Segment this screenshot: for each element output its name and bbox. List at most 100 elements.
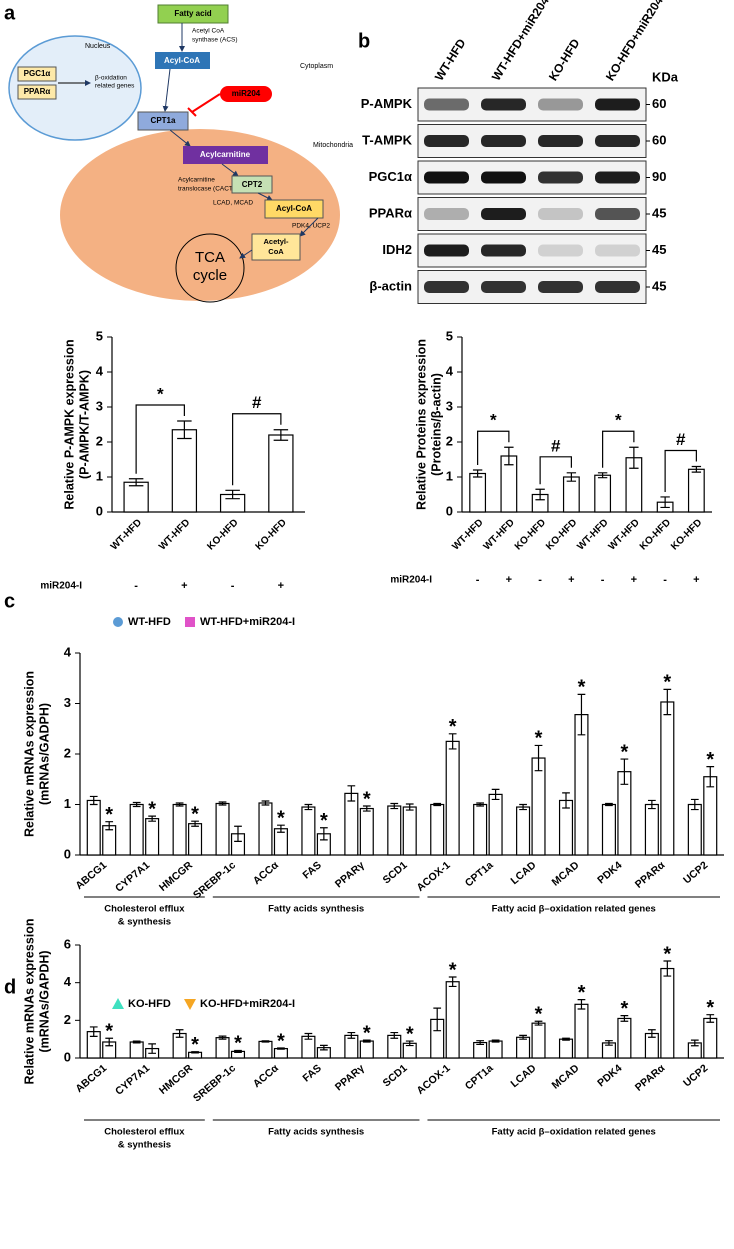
error-bar <box>534 1020 543 1026</box>
y-tick-label: 3 <box>96 398 103 413</box>
significance: * <box>363 788 371 810</box>
arrow <box>169 129 191 147</box>
y-tick-label: 1 <box>96 468 103 483</box>
y-axis-label: (mRNAs/GADPH) <box>37 703 51 805</box>
y-tick-label: 6 <box>64 936 71 951</box>
group-label: Fatty acids synthesis <box>268 904 364 915</box>
error-bar <box>535 488 545 501</box>
bar <box>660 967 675 1059</box>
error-bar <box>690 1039 699 1047</box>
lane-label: WT-HFD+miR204-I <box>489 0 556 83</box>
error-bar <box>566 472 577 482</box>
bar <box>473 803 488 856</box>
error-bar <box>534 744 543 772</box>
x-tick-label: SCD1 <box>381 1062 410 1089</box>
y-tick-label: 5 <box>446 328 453 343</box>
blot-band <box>595 171 640 184</box>
significance: * <box>157 384 164 403</box>
blot-band <box>481 244 526 257</box>
bar <box>215 802 230 856</box>
error-bar <box>648 1029 656 1038</box>
y-axis-label: Relative Proteins expression <box>414 339 428 510</box>
panel-label: d <box>4 976 16 998</box>
significance: # <box>252 393 262 412</box>
significance: * <box>449 959 457 981</box>
enzyme-label: PDK4, UCP2 <box>292 223 330 230</box>
error-bar <box>89 1026 98 1037</box>
blot-band <box>424 208 469 220</box>
inhibition <box>187 93 221 117</box>
significance: * <box>105 1021 113 1043</box>
nucleus-label: Nucleus <box>85 43 111 50</box>
x-tick-label: PPARα <box>633 859 668 891</box>
bar <box>488 1040 503 1059</box>
y-tick-label: 0 <box>64 1049 71 1064</box>
error-bar <box>405 803 414 811</box>
significance: # <box>551 436 561 455</box>
tca-label: cycle <box>193 267 227 284</box>
fatty-acid-box <box>157 4 229 24</box>
bracket <box>232 413 282 486</box>
bar <box>86 799 101 856</box>
mirna-box <box>220 86 272 102</box>
y-tick-label: 4 <box>64 644 72 659</box>
x-tick-label: KO-HFD <box>638 517 673 552</box>
bar <box>558 1038 574 1059</box>
x-tick-label: ABCG1 <box>73 859 109 892</box>
panel-label: c <box>4 590 15 612</box>
bar <box>516 1036 531 1059</box>
treatment-label: miR204-I <box>40 581 82 592</box>
cpt2: CPT2 <box>242 180 263 189</box>
error-bar <box>362 805 371 812</box>
error-bar <box>562 1037 570 1041</box>
treatment-sign: + <box>506 574 512 586</box>
error-bar <box>690 798 699 811</box>
bar <box>562 476 580 513</box>
bar <box>703 776 718 856</box>
group-label: Cholesterol efflux <box>104 904 185 915</box>
legend-label: KO-HFD <box>128 998 171 1010</box>
bar <box>215 1037 230 1059</box>
bar <box>594 474 612 513</box>
blot-band <box>481 135 526 147</box>
error-bar <box>362 1039 371 1043</box>
blot-band <box>481 281 526 293</box>
group-label: Fatty acid β–oxidation related genes <box>492 1127 656 1138</box>
significance: * <box>191 1034 199 1056</box>
significance: * <box>706 749 714 771</box>
bar <box>531 1022 546 1059</box>
acetyl-coa: Acetyl- <box>263 237 289 246</box>
error-bar <box>504 446 514 466</box>
significance: * <box>105 804 113 826</box>
kda-label: 60 <box>652 96 666 111</box>
x-tick-label: FAS <box>300 859 323 881</box>
blot-band <box>538 208 583 220</box>
error-bar <box>128 478 144 487</box>
error-bar <box>476 802 485 807</box>
treatment-sign: - <box>231 580 235 592</box>
enzyme-label: translocase (CACT) <box>178 186 235 193</box>
bar <box>574 1003 589 1059</box>
y-tick-label: 4 <box>446 363 454 378</box>
bar <box>558 799 574 856</box>
arrow <box>162 68 171 112</box>
bar <box>123 481 149 513</box>
bar <box>145 818 160 856</box>
error-bar <box>177 420 192 440</box>
significance: * <box>490 411 497 430</box>
error-bar <box>433 802 442 807</box>
gene-label: PGC1α <box>24 69 51 78</box>
bar <box>601 803 616 856</box>
x-tick-label: CPT1a <box>463 1062 496 1092</box>
bar <box>344 792 359 856</box>
treatment-sign: + <box>568 574 574 586</box>
blot-band <box>424 135 469 147</box>
error-bar <box>648 799 656 810</box>
treatment-sign: - <box>134 580 138 592</box>
x-tick-label: PPARα <box>633 1062 668 1094</box>
significance: * <box>320 810 328 832</box>
blot-band <box>595 135 640 147</box>
error-bar <box>218 801 227 806</box>
target-genes: related genes <box>95 83 135 90</box>
bar <box>617 1017 632 1059</box>
